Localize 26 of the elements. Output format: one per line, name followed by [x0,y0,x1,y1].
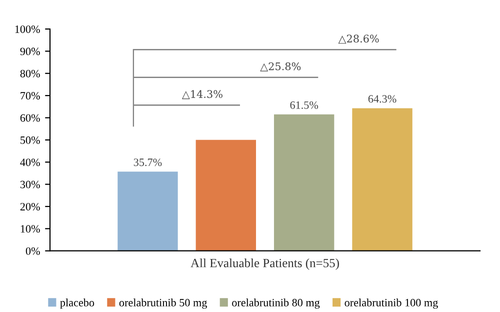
annotation: △28.6% [338,34,379,44]
y-tick-label: 40% [20,158,40,166]
legend-label: placebo [60,298,94,309]
annotation: △25.8% [260,62,301,72]
y-tick-label: 10% [20,225,40,233]
legend-label: orelabrutinib 50 mg [119,298,207,309]
data-label: 35.7% [134,158,162,166]
bar [118,172,178,251]
annotation: △14.3% [182,90,222,100]
y-tick-label: 70% [20,92,40,100]
y-tick-label: 30% [20,180,40,188]
bar [352,108,412,251]
data-label: 61.5% [290,101,318,109]
y-tick-label: 20% [20,202,40,210]
x-axis-title: All Evaluable Patients (n=55) [190,258,339,270]
y-tick-label: 50% [20,136,40,144]
y-tick-label: 100% [15,25,40,34]
y-tick-label: 60% [20,114,40,122]
bar [274,114,334,251]
y-tick-label: 80% [20,70,40,78]
bar [196,140,256,251]
y-tick-label: 0% [26,247,40,255]
y-tick-label: 90% [20,48,40,56]
data-label: 64.3% [368,95,396,103]
legend-label: orelabrutinib 100 mg [344,298,438,309]
legend-label: orelabrutinib 80 mg [232,298,320,309]
